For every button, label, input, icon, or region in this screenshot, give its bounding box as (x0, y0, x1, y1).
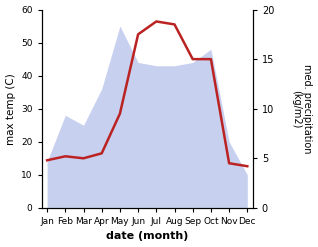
Y-axis label: max temp (C): max temp (C) (5, 73, 16, 144)
X-axis label: date (month): date (month) (106, 231, 188, 242)
Y-axis label: med. precipitation
(kg/m2): med. precipitation (kg/m2) (291, 64, 313, 153)
